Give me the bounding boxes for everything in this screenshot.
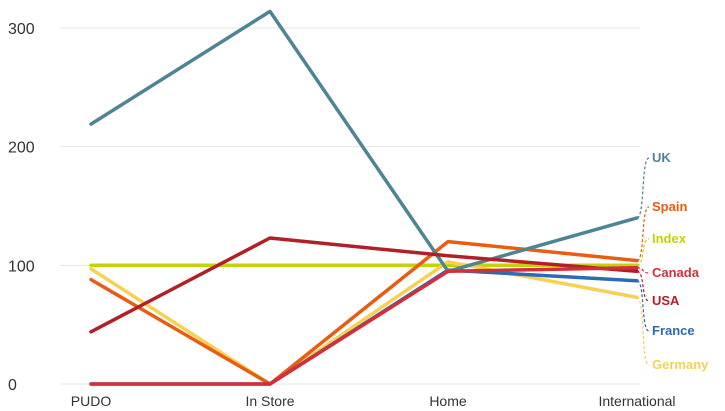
- series-label-usa: USA: [652, 293, 680, 308]
- series-line-uk: [89, 9, 639, 274]
- series-line-germany: [89, 260, 639, 386]
- leader-line-index: [636, 238, 650, 266]
- series-label-canada: Canada: [652, 265, 700, 280]
- leader-line-germany: [636, 296, 650, 366]
- series-lines: [89, 9, 639, 386]
- leader-line-canada: [636, 267, 650, 274]
- x-tick-label: Home: [429, 393, 467, 409]
- y-tick-label: 0: [8, 377, 17, 394]
- x-tick-label: In Store: [245, 393, 294, 409]
- x-tick-label: PUDO: [71, 393, 112, 409]
- y-tick-label: 300: [8, 21, 35, 38]
- leader-line-uk: [636, 157, 650, 219]
- series-label-spain: Spain: [652, 199, 687, 214]
- series-line-canada: [89, 265, 639, 386]
- x-tick-label: International: [598, 393, 675, 409]
- series-line-usa: [89, 236, 639, 334]
- y-tick-label: 200: [8, 140, 35, 157]
- series-labels: Index Germany Spain France UK USA Canada: [636, 150, 709, 372]
- y-tick-label: 100: [8, 258, 35, 275]
- x-axis-ticks: PUDO In Store Home International: [71, 393, 676, 409]
- y-axis-ticks: 0 100 200 300: [8, 21, 35, 394]
- leader-line-usa: [636, 270, 650, 302]
- series-label-germany: Germany: [652, 357, 709, 372]
- series-label-uk: UK: [652, 150, 671, 165]
- series-label-france: France: [652, 323, 695, 338]
- leader-line-france: [636, 280, 650, 332]
- series-label-index: Index: [652, 231, 687, 246]
- leader-line-spain: [636, 206, 650, 262]
- series-line-spain: [89, 239, 639, 386]
